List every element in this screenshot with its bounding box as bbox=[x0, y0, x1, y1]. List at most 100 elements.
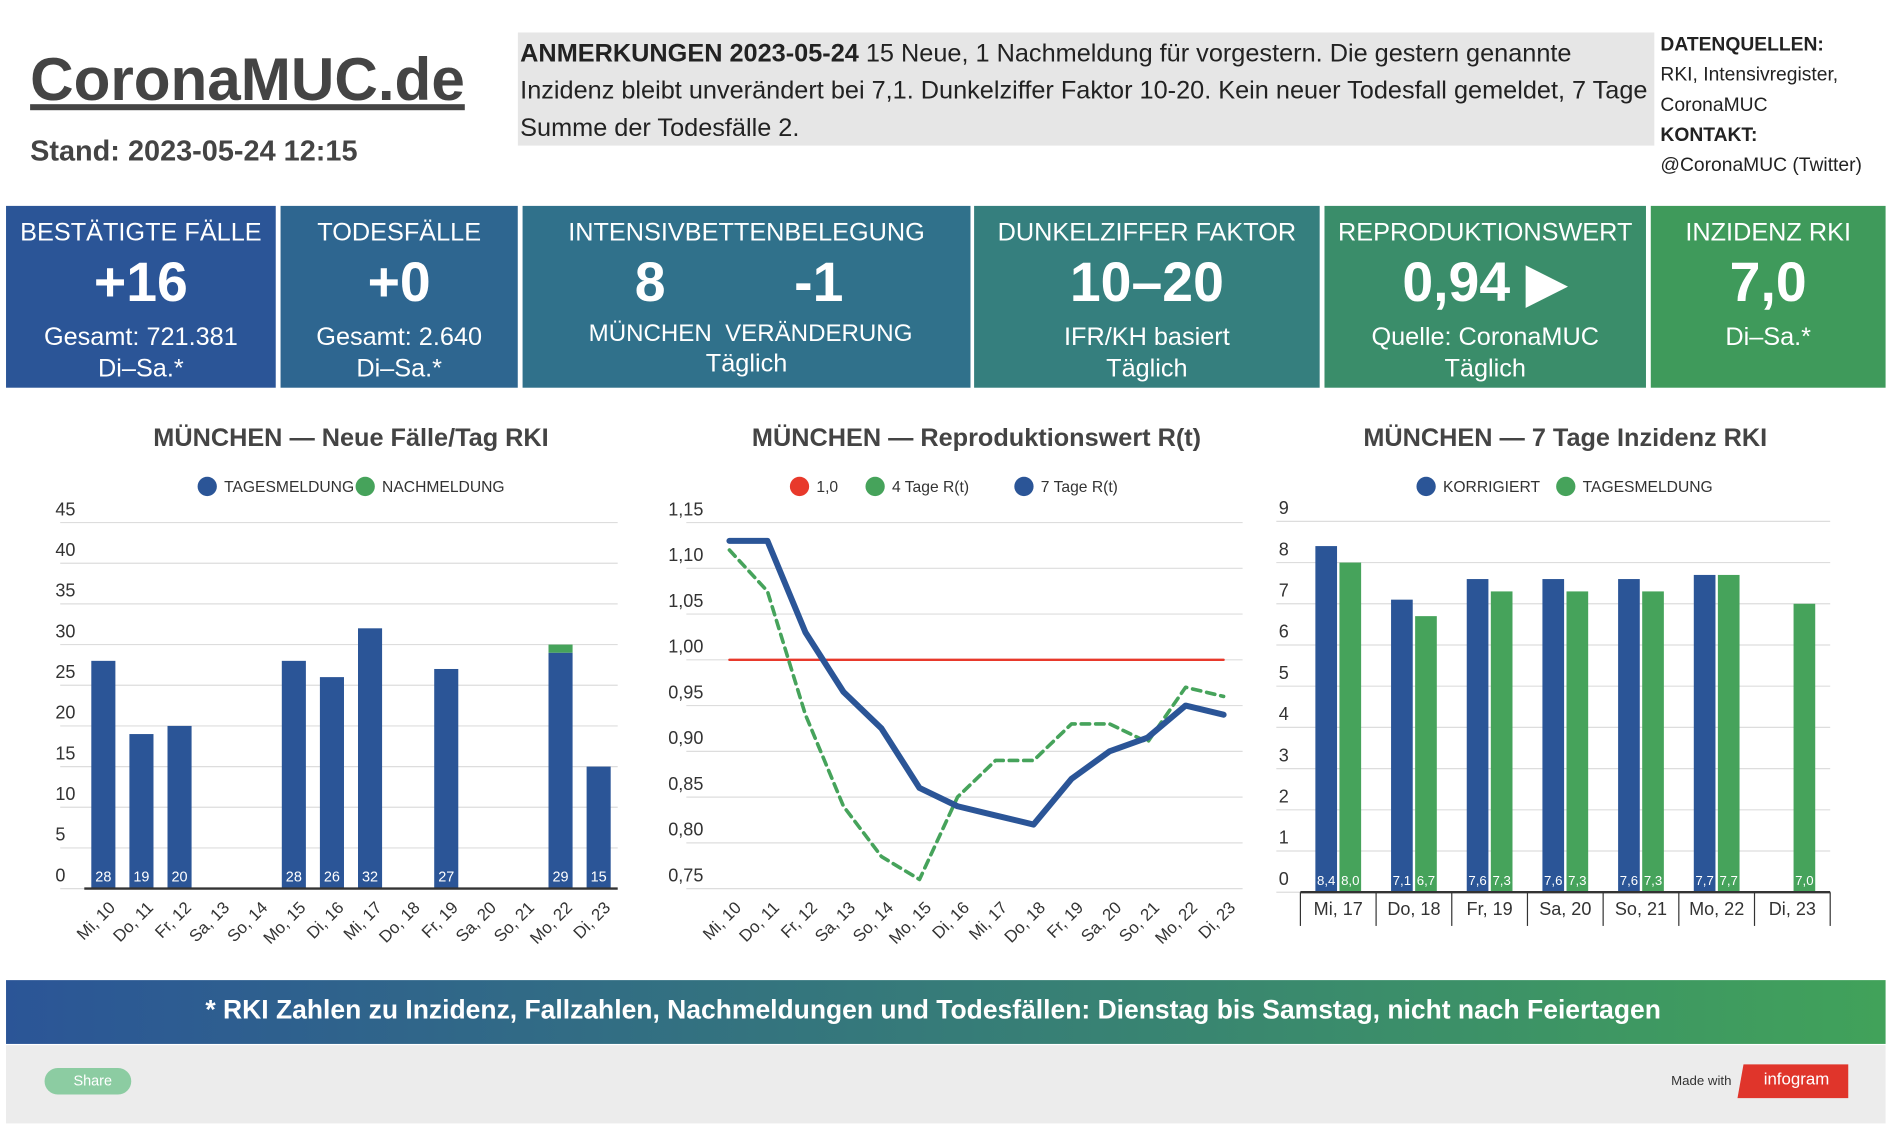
bar-value-label: 15 bbox=[591, 870, 607, 886]
bar bbox=[1339, 562, 1362, 893]
bar-value-label: 7,3 bbox=[1644, 873, 1662, 888]
legend-swatch bbox=[1014, 476, 1034, 497]
bar-value-label: 32 bbox=[362, 870, 378, 886]
y-tick-label: 1 bbox=[1279, 828, 1289, 848]
y-tick-label: 1,05 bbox=[668, 591, 703, 611]
y-tick-label: 0 bbox=[1279, 869, 1289, 889]
made-with: Made with bbox=[1671, 1073, 1731, 1088]
y-tick-label: 1,15 bbox=[668, 499, 703, 519]
timestamp: Stand: 2023-05-24 12:15 bbox=[30, 136, 357, 168]
legend-label: KORRIGIERT bbox=[1443, 479, 1540, 496]
y-tick-label: 7 bbox=[1279, 580, 1289, 600]
sources: DATENQUELLEN: RKI, Intensivregister, Coro… bbox=[1660, 30, 1886, 181]
y-tick-label: 40 bbox=[55, 540, 75, 560]
bar bbox=[91, 660, 116, 889]
y-tick-label: 0,80 bbox=[668, 820, 703, 840]
x-tick-label: Di, 23 bbox=[1769, 899, 1816, 919]
legend-label: TAGESMELDUNG bbox=[1583, 479, 1713, 496]
bar bbox=[1717, 574, 1740, 893]
notes-text: 15 Neue, 1 Nachmeldung für vorgestern. D… bbox=[520, 39, 1648, 143]
bar-value-label: 7,6 bbox=[1620, 873, 1638, 888]
site-title: CoronaMUC.de bbox=[30, 46, 465, 113]
sources-heading: DATENQUELLEN: bbox=[1660, 34, 1824, 56]
bar-value-label: 7,3 bbox=[1568, 873, 1586, 888]
bar-value-label: 7,1 bbox=[1393, 873, 1411, 888]
x-tick-label: Mi, 17 bbox=[1314, 899, 1363, 919]
bar bbox=[548, 652, 573, 889]
bar-value-label: 7,3 bbox=[1492, 873, 1510, 888]
sources-text: RKI, Intensivregister, CoronaMUC bbox=[1660, 65, 1839, 116]
bar bbox=[167, 725, 192, 889]
kpi-line: Täglich bbox=[1445, 354, 1526, 382]
brand-label[interactable]: infogram bbox=[1764, 1070, 1830, 1089]
contact-text: @CoronaMUC (Twitter) bbox=[1660, 155, 1862, 176]
bar-value-label: 26 bbox=[324, 870, 340, 886]
bar bbox=[129, 734, 154, 889]
share-label[interactable]: Share bbox=[73, 1074, 112, 1090]
kpi-title: BESTÄTIGTE FÄLLE bbox=[20, 218, 262, 246]
bar bbox=[1490, 591, 1513, 893]
legend-swatch bbox=[865, 476, 885, 497]
bar bbox=[1618, 579, 1640, 893]
bar bbox=[1415, 616, 1437, 893]
bar bbox=[358, 628, 383, 889]
y-tick-label: 3 bbox=[1279, 745, 1289, 765]
legend-label: 7 Tage R(t) bbox=[1041, 479, 1118, 496]
y-tick-label: 20 bbox=[55, 703, 75, 723]
kpi-line: Gesamt: 2.640 bbox=[316, 323, 482, 351]
y-tick-label: 5 bbox=[1279, 663, 1289, 683]
bar-value-label: 8,4 bbox=[1317, 873, 1335, 888]
kpi-value: +0 bbox=[368, 251, 431, 313]
bar bbox=[281, 660, 306, 889]
notes-box: ANMERKUNGEN 2023-05-24 15 Neue, 1 Nachme… bbox=[517, 32, 1655, 146]
bar bbox=[1466, 579, 1489, 893]
bar bbox=[1642, 591, 1664, 893]
kpi-line: IFR/KH basiert bbox=[1064, 323, 1230, 351]
brand-badge[interactable] bbox=[1737, 1064, 1849, 1099]
y-tick-label: 0,90 bbox=[668, 728, 703, 748]
kpi-line: Täglich bbox=[1106, 354, 1187, 382]
bar bbox=[1693, 574, 1716, 893]
x-tick-label: So, 21 bbox=[1615, 899, 1667, 919]
bar bbox=[586, 766, 611, 889]
y-tick-label: 30 bbox=[55, 621, 75, 641]
legend-label: 1,0 bbox=[816, 479, 838, 496]
bar-value-label: 28 bbox=[95, 870, 111, 886]
bar-value-label: 7,7 bbox=[1695, 873, 1713, 888]
footer-note: * RKI Zahlen zu Inzidenz, Fallzahlen, Na… bbox=[205, 994, 1661, 1024]
chart-title: MÜNCHEN — Neue Fälle/Tag RKI bbox=[153, 423, 548, 452]
kpi-value: +16 bbox=[94, 251, 188, 313]
kpi-value: 7,0 bbox=[1730, 251, 1807, 313]
kpi-tile bbox=[1650, 205, 1886, 388]
legend-swatch bbox=[355, 476, 375, 497]
bar-value-label: 7,6 bbox=[1544, 873, 1562, 888]
kpi-tile bbox=[1324, 205, 1646, 388]
legend-label: 4 Tage R(t) bbox=[892, 479, 969, 496]
y-tick-label: 1,10 bbox=[668, 545, 703, 565]
kpi-value: -1 bbox=[794, 251, 843, 313]
footer-band bbox=[6, 980, 1886, 1044]
y-tick-label: 45 bbox=[55, 499, 75, 519]
bar bbox=[1566, 591, 1589, 893]
y-tick-label: 5 bbox=[55, 825, 65, 845]
kpi-title: DUNKELZIFFER FAKTOR bbox=[998, 218, 1297, 246]
y-tick-label: 6 bbox=[1279, 622, 1289, 642]
bar-value-label: 20 bbox=[172, 870, 188, 886]
kpi-tile bbox=[280, 205, 518, 388]
x-tick-label: Mo, 22 bbox=[1689, 899, 1744, 919]
bar-value-label: 7,6 bbox=[1468, 873, 1486, 888]
kpi-line: Di–Sa.* bbox=[1725, 323, 1811, 351]
line-series bbox=[726, 537, 1227, 828]
share-button[interactable] bbox=[44, 1068, 132, 1095]
y-tick-label: 8 bbox=[1279, 539, 1289, 559]
x-tick-label: Do, 18 bbox=[1387, 899, 1440, 919]
y-tick-label: 25 bbox=[55, 662, 75, 682]
kpi-title: INZIDENZ RKI bbox=[1685, 218, 1851, 246]
kpi-value-label: MÜNCHEN bbox=[589, 320, 712, 347]
y-tick-label: 2 bbox=[1279, 787, 1289, 807]
y-tick-label: 0,75 bbox=[668, 865, 703, 885]
bar bbox=[319, 677, 344, 889]
contact-heading: KONTAKT: bbox=[1660, 125, 1758, 146]
